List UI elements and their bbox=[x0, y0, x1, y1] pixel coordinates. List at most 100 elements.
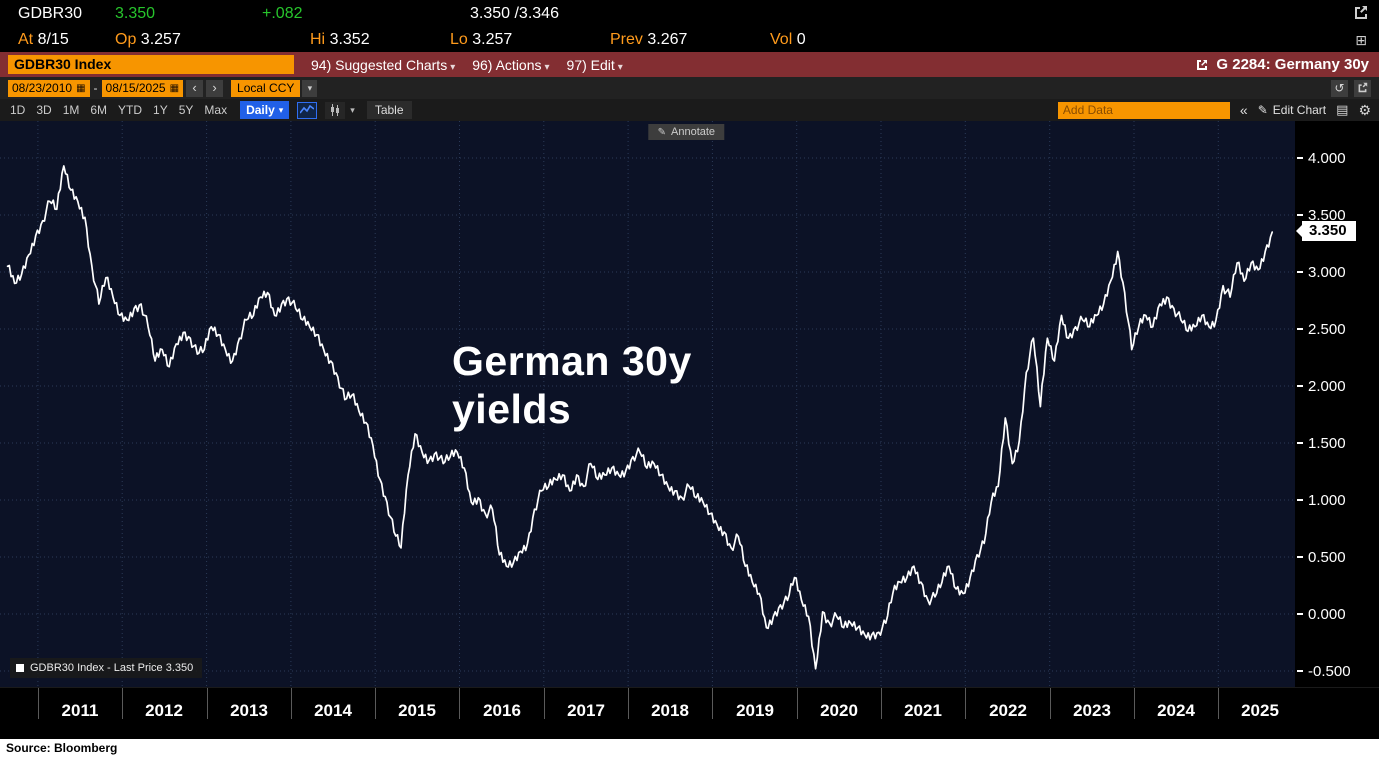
period-5y[interactable]: 5Y bbox=[178, 103, 194, 117]
x-tick-mark bbox=[965, 688, 966, 719]
x-axis-label: 2019 bbox=[736, 701, 774, 720]
x-axis-label: 2025 bbox=[1241, 701, 1279, 720]
table-view-button[interactable]: Table bbox=[366, 101, 412, 119]
chart-legend[interactable]: GDBR30 Index - Last Price 3.350 bbox=[10, 658, 203, 678]
y-axis-label: 1.500 bbox=[1297, 434, 1346, 452]
page-reference: G 2284: Germany 30y bbox=[1195, 56, 1369, 73]
annotate-button[interactable]: ✎ Annotate bbox=[648, 124, 725, 140]
x-tick-mark bbox=[291, 688, 292, 719]
y-tick-mark bbox=[1297, 613, 1303, 616]
y-tick-mark bbox=[1297, 442, 1303, 445]
next-range-button[interactable]: › bbox=[206, 79, 224, 97]
stat-high: Hi 3.352 bbox=[310, 31, 370, 48]
period-1m[interactable]: 1M bbox=[62, 103, 80, 117]
x-tick-mark bbox=[38, 688, 39, 719]
period-max[interactable]: Max bbox=[204, 103, 228, 117]
quote-stats-row: At 8/15 Op 3.257 Hi 3.352 Lo 3.257 Prev … bbox=[0, 28, 1379, 52]
period-1d[interactable]: 1D bbox=[10, 103, 26, 117]
period-6m[interactable]: 6M bbox=[90, 103, 108, 117]
gear-icon[interactable]: ⚙ bbox=[1358, 101, 1371, 118]
calendar-icon: ▦ bbox=[76, 82, 86, 94]
keyboard-grid-icon[interactable]: ⊞ bbox=[1355, 32, 1367, 48]
undo-icon[interactable]: ↺ bbox=[1331, 79, 1348, 97]
last-price: 3.350 bbox=[115, 5, 156, 22]
chart-settings-icon[interactable]: ▤ bbox=[1336, 102, 1349, 117]
chevron-down-icon: ▾ bbox=[544, 61, 550, 73]
x-tick-mark bbox=[207, 688, 208, 719]
pencil-icon: ✎ bbox=[657, 126, 667, 138]
y-axis-label: -0.500 bbox=[1297, 662, 1351, 680]
start-date-field[interactable]: 08/23/2010 ▦ bbox=[8, 79, 90, 97]
x-tick-mark bbox=[1050, 688, 1051, 719]
x-axis-label: 2014 bbox=[314, 701, 352, 720]
x-axis-label: 2013 bbox=[230, 701, 268, 720]
x-tick-mark bbox=[375, 688, 376, 719]
add-data-input[interactable] bbox=[1057, 101, 1230, 119]
currency-select[interactable]: Local CCY bbox=[231, 79, 301, 97]
y-axis-label: 3.000 bbox=[1297, 263, 1346, 281]
x-axis-label: 2022 bbox=[989, 701, 1027, 720]
last-price-badge: 3.350 bbox=[1302, 221, 1356, 242]
x-tick-mark bbox=[544, 688, 545, 719]
calendar-icon: ▦ bbox=[169, 82, 180, 94]
prev-range-button[interactable]: ‹ bbox=[186, 79, 204, 97]
y-tick-mark bbox=[1297, 271, 1303, 274]
menu-suggested-charts[interactable]: 94) Suggested Charts ▾ bbox=[311, 56, 456, 73]
chevron-down-icon[interactable]: ▾ bbox=[302, 79, 318, 97]
chart-plot[interactable]: ✎ Annotate German 30y yields GDBR30 Inde… bbox=[0, 121, 1295, 687]
price-chart bbox=[0, 121, 1295, 687]
source-credit: Source: Bloomberg bbox=[0, 739, 1379, 758]
x-tick-mark bbox=[1134, 688, 1135, 719]
x-axis-label: 2024 bbox=[1157, 701, 1195, 720]
edit-chart-button[interactable]: ✎ Edit Chart bbox=[1257, 103, 1327, 117]
y-axis-label: 0.000 bbox=[1297, 605, 1346, 623]
x-axis: 2011 2012 2013 2014 2015 2016 2017 2018 2019 2020… bbox=[0, 687, 1379, 739]
y-tick-mark bbox=[1297, 670, 1303, 673]
y-axis-label: 2.500 bbox=[1297, 320, 1346, 338]
export-icon[interactable] bbox=[1354, 79, 1371, 97]
chart-toolbar: 1D 3D 1M 6M YTD 1Y 5Y Max Daily ▾ ▾ Table… bbox=[0, 99, 1379, 121]
chevron-down-icon: ▾ bbox=[278, 104, 284, 115]
x-axis-label: 2015 bbox=[398, 701, 436, 720]
stat-volume: Vol 0 bbox=[770, 31, 806, 48]
y-tick-mark bbox=[1297, 214, 1303, 217]
y-tick-mark bbox=[1297, 328, 1303, 331]
function-menu-bar: GDBR30 Index 94) Suggested Charts ▾ 96) A… bbox=[0, 52, 1379, 77]
menu-edit[interactable]: 97) Edit ▾ bbox=[566, 56, 623, 73]
period-ytd[interactable]: YTD bbox=[118, 103, 143, 117]
security-input[interactable]: GDBR30 Index bbox=[8, 55, 294, 74]
x-tick-mark bbox=[1218, 688, 1219, 719]
stat-open: Op 3.257 bbox=[115, 31, 181, 48]
y-tick-mark bbox=[1297, 499, 1303, 502]
price-line bbox=[6, 165, 1274, 670]
send-screen-icon[interactable] bbox=[1353, 4, 1369, 20]
x-tick-mark bbox=[628, 688, 629, 719]
x-axis-label: 2011 bbox=[61, 701, 99, 720]
stat-at: At 8/15 bbox=[18, 31, 69, 48]
x-tick-mark bbox=[881, 688, 882, 719]
bid-ask: 3.350 /3.346 bbox=[470, 5, 559, 22]
x-axis-label: 2017 bbox=[567, 701, 605, 720]
candlestick-chart-type-button[interactable] bbox=[325, 101, 346, 119]
open-window-icon bbox=[1197, 59, 1208, 70]
y-tick-mark bbox=[1297, 385, 1303, 388]
x-axis-label: 2018 bbox=[651, 701, 689, 720]
y-tick-mark bbox=[1297, 157, 1303, 160]
x-axis-label: 2021 bbox=[904, 701, 942, 720]
stat-prev: Prev 3.267 bbox=[610, 31, 688, 48]
end-date-field[interactable]: 08/15/2025 ▦ bbox=[101, 79, 184, 97]
line-chart-type-button[interactable] bbox=[297, 101, 318, 119]
period-1y[interactable]: 1Y bbox=[153, 103, 168, 117]
y-axis-label: 2.000 bbox=[1297, 377, 1346, 395]
x-tick-mark bbox=[797, 688, 798, 719]
menu-actions[interactable]: 96) Actions ▾ bbox=[472, 56, 550, 73]
collapse-panel-icon[interactable]: « bbox=[1239, 102, 1248, 118]
frequency-select[interactable]: Daily ▾ bbox=[240, 101, 290, 119]
ticker-symbol: GDBR30 bbox=[18, 5, 83, 22]
pencil-icon: ✎ bbox=[1257, 103, 1268, 117]
x-axis-label: 2012 bbox=[145, 701, 183, 720]
chart-type-dropdown-icon[interactable]: ▾ bbox=[350, 104, 355, 115]
period-3d[interactable]: 3D bbox=[36, 103, 52, 117]
y-axis-label: 4.000 bbox=[1297, 149, 1346, 167]
